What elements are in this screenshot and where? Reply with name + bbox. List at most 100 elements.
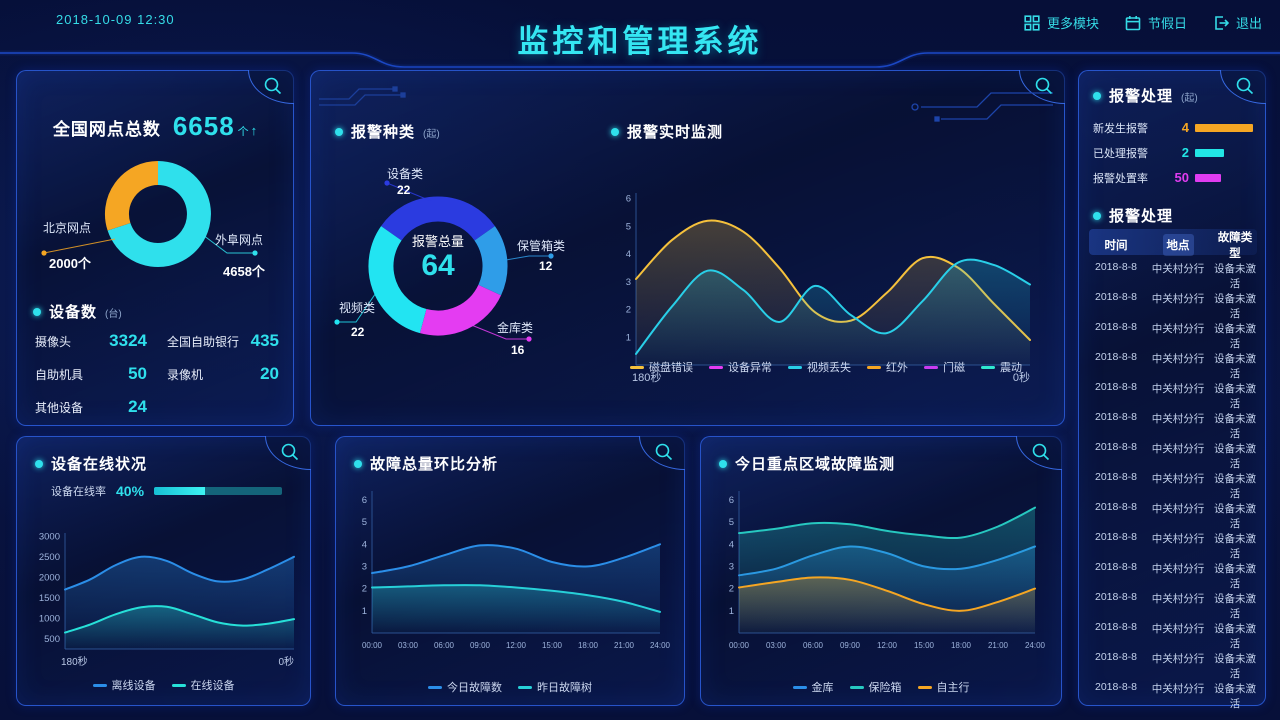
legend-item[interactable]: 震动 — [981, 359, 1022, 375]
svg-text:24:00: 24:00 — [1025, 641, 1046, 650]
legend-color-chip — [171, 683, 186, 687]
panel-device-online: 设备在线状况 设备在线率 40% 500 1000 1500 2000 2500 3000… — [16, 436, 311, 706]
svg-text:2: 2 — [729, 584, 734, 595]
device-online-header: 设备在线状况 — [35, 453, 147, 474]
alarm-types-title: 报警种类 — [351, 124, 416, 141]
bar-fill — [1195, 123, 1253, 132]
legend-item[interactable]: 自主行 — [917, 679, 970, 695]
cell-place: 中关村分行 — [1151, 353, 1205, 365]
cell-type: 设备未激活 — [1214, 293, 1256, 320]
alarm-types-header: 报警种类 (起) — [335, 121, 440, 142]
cell-time: 2018-8-8 — [1094, 501, 1138, 513]
legend-item[interactable]: 离线设备 — [92, 677, 156, 693]
legend-color-chip — [428, 685, 442, 689]
cell-place: 中关村分行 — [1151, 683, 1205, 695]
cell-type: 设备未激活 — [1214, 353, 1256, 380]
table-row: 2018-8-8 中关村分行 设备未激活 — [1089, 441, 1257, 471]
panel-network-total: 全国网点总数 6658 个 ↑ 北京网点 2000个 外阜网点 4658个 设备数 (… — [16, 70, 294, 426]
device-count-header: 设备数 (台) — [33, 301, 122, 322]
magnifier-icon[interactable] — [260, 76, 286, 100]
legend-item[interactable]: 在线设备 — [171, 677, 235, 693]
bullet-dot-icon — [33, 307, 41, 316]
legend-label: 磁盘错误 — [649, 362, 693, 374]
bullet-dot-icon — [719, 459, 727, 468]
device-stat-value: 20 — [260, 364, 279, 383]
more-modules-button[interactable]: 更多模块 — [1024, 13, 1099, 32]
cell-type: 设备未激活 — [1214, 623, 1256, 650]
network-total-value: 6658 — [172, 111, 235, 141]
legend-color-chip — [917, 685, 932, 689]
svg-text:18:00: 18:00 — [951, 641, 972, 650]
cell-place: 中关村分行 — [1151, 443, 1205, 455]
cell-type: 设备未激活 — [1214, 563, 1256, 590]
magnifier-icon[interactable] — [1028, 442, 1054, 466]
legend-item[interactable]: 视频丢失 — [788, 359, 851, 375]
alarm-realtime-chart: 1 2 3 4 5 6 180秒 0秒 — [626, 193, 1031, 384]
cell-type: 设备未激活 — [1214, 263, 1256, 290]
cell-place: 中关村分行 — [1151, 593, 1205, 605]
svg-text:18:00: 18:00 — [578, 641, 599, 650]
network-total-unit: 个 — [237, 126, 249, 138]
table-row: 2018-8-8 中关村分行 设备未激活 — [1089, 411, 1257, 441]
legend-label: 今日故障数 — [447, 682, 502, 694]
device-online-chart: 500 1000 1500 2000 2500 3000 180秒 0秒 — [39, 531, 295, 668]
svg-text:6: 6 — [626, 194, 631, 205]
legend-item[interactable]: 今日故障数 — [428, 679, 502, 695]
slice-value-vault: 16 — [511, 343, 525, 357]
col-place[interactable]: 地点 — [1162, 234, 1194, 256]
table-row: 2018-8-8 中关村分行 设备未激活 — [1089, 321, 1257, 351]
device-stat-value: 435 — [250, 331, 279, 350]
cell-type: 设备未激活 — [1214, 473, 1256, 500]
slice-value-device: 22 — [397, 183, 411, 197]
logout-button[interactable]: 退出 — [1213, 13, 1262, 32]
device-count-title: 设备数 — [49, 304, 98, 321]
table-row: 2018-8-8 中关村分行 设备未激活 — [1089, 531, 1257, 561]
magnifier-icon[interactable] — [1031, 76, 1057, 100]
circuit-decoration — [319, 86, 406, 106]
legend-item[interactable]: 保险箱 — [849, 679, 902, 695]
svg-text:6: 6 — [362, 495, 367, 506]
bar-value: 50 — [1174, 170, 1189, 185]
legend-item[interactable]: 磁盘错误 — [630, 359, 693, 375]
legend-item[interactable]: 昨日故障树 — [518, 679, 592, 695]
magnifier-icon[interactable] — [277, 442, 303, 466]
legend-item[interactable]: 门磁 — [924, 359, 965, 375]
svg-text:00:00: 00:00 — [362, 641, 383, 650]
bar-fill — [1195, 173, 1221, 182]
legend-item[interactable]: 设备异常 — [709, 359, 772, 375]
table-row: 2018-8-8 中关村分行 设备未激活 — [1089, 351, 1257, 381]
cell-type: 设备未激活 — [1214, 533, 1256, 560]
slice-label-safebox: 保管箱类 — [517, 239, 566, 253]
svg-text:15:00: 15:00 — [542, 641, 563, 650]
magnifier-icon[interactable] — [651, 442, 677, 466]
region-fault-header: 今日重点区域故障监测 — [719, 453, 895, 474]
cell-type: 设备未激活 — [1214, 593, 1256, 620]
bar-fill — [1195, 148, 1224, 157]
svg-text:2500: 2500 — [39, 552, 60, 563]
donut-label-beijing: 北京网点 — [43, 221, 92, 235]
header-actions: 更多模块 节假日 退出 — [1024, 13, 1262, 32]
bullet-dot-icon — [354, 459, 362, 468]
magnifier-icon[interactable] — [1232, 76, 1258, 100]
svg-text:180秒: 180秒 — [632, 370, 661, 384]
svg-text:2: 2 — [362, 584, 367, 595]
svg-text:4: 4 — [729, 539, 734, 550]
legend-item[interactable]: 金库 — [792, 679, 834, 695]
holiday-button[interactable]: 节假日 — [1125, 13, 1187, 32]
legend-color-chip — [92, 683, 107, 687]
legend-item[interactable]: 红外 — [867, 359, 908, 375]
svg-text:5: 5 — [626, 221, 631, 232]
table-row: 2018-8-8 中关村分行 设备未激活 — [1089, 651, 1257, 681]
device-stats-grid: 摄像头 3324 全国自助银行 435 自助机具 50 录像机 20 其他设备 24 — [35, 331, 279, 417]
grid-icon — [1024, 14, 1040, 31]
alarm-process-bar-row: 已处理报警 2 — [1093, 140, 1253, 165]
legend-color-chip — [709, 365, 723, 369]
cell-time: 2018-8-8 — [1094, 651, 1138, 663]
legend-label: 设备异常 — [728, 362, 772, 374]
donut-value-outside: 4658个 — [223, 264, 265, 279]
svg-text:3: 3 — [362, 561, 367, 572]
page-title: 监控和管理系统 — [517, 24, 763, 59]
progress-fill — [154, 487, 206, 495]
svg-text:5: 5 — [362, 517, 367, 528]
